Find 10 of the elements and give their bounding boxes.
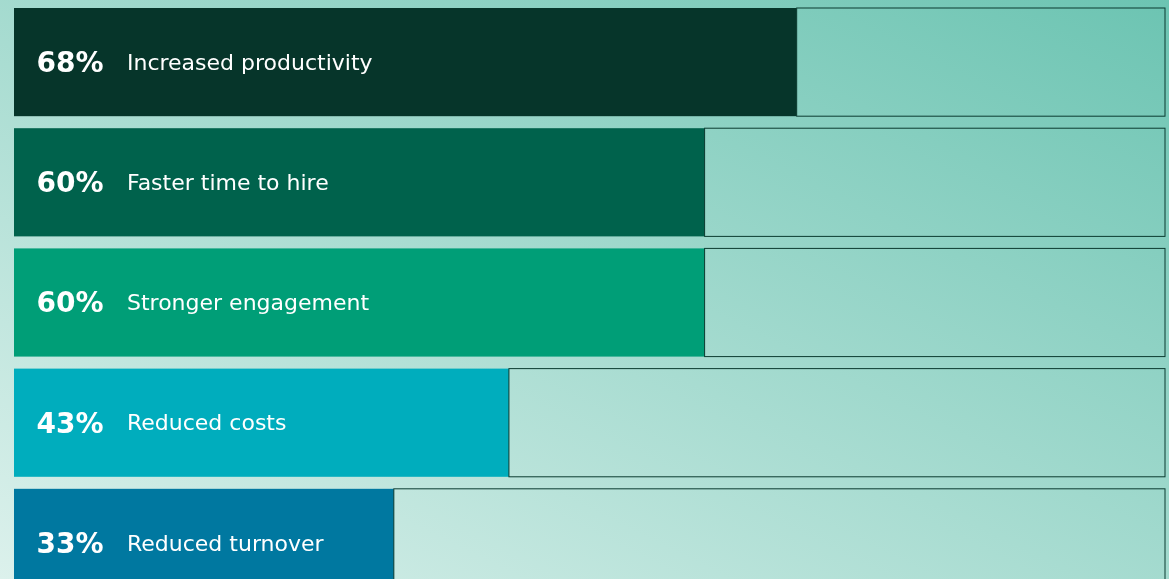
- data-label: 60%: [36, 286, 104, 320]
- y-tick-label: Faster time to hire: [127, 170, 329, 195]
- data-label: 43%: [36, 406, 104, 440]
- y-tick-label: Increased productivity: [127, 49, 373, 75]
- y-tick-label: Reduced costs: [127, 410, 287, 436]
- y-tick-label: Reduced turnover: [127, 530, 325, 556]
- data-label: 68%: [36, 45, 104, 79]
- data-label: 60%: [36, 166, 104, 200]
- data-label: 33%: [36, 526, 104, 560]
- y-tick-label: Stronger engagement: [127, 290, 370, 316]
